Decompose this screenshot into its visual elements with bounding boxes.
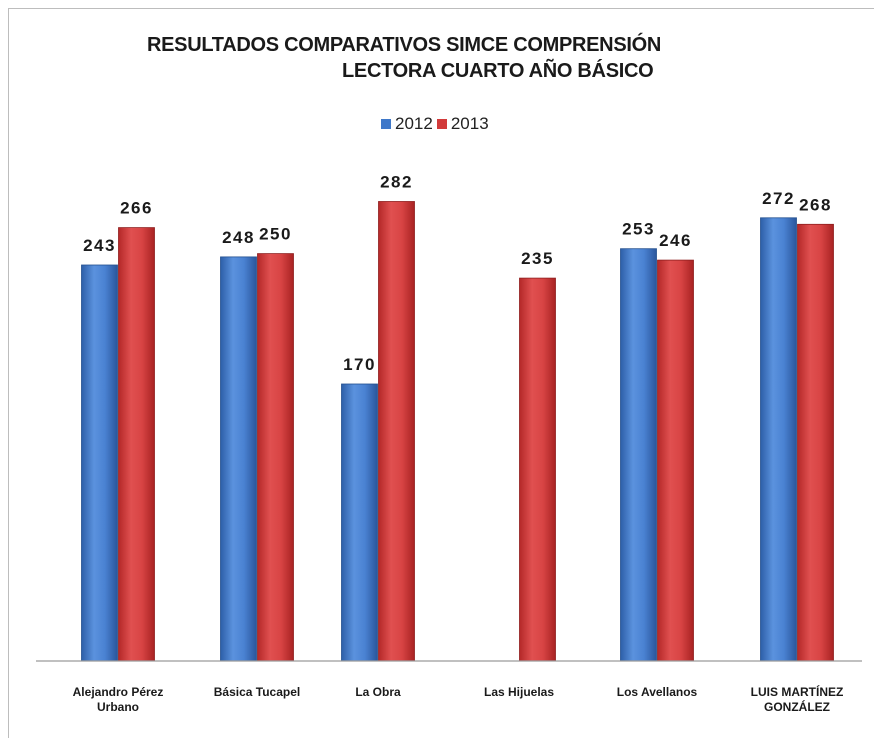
bar-2013-5 [797, 223, 834, 662]
data-label-2012-0: 243 [83, 236, 116, 255]
data-label-2012-2: 170 [343, 355, 376, 374]
category-label-5: LUIS MARTÍNEZ GONZÁLEZ [751, 684, 844, 714]
legend-swatch-2013 [436, 119, 447, 129]
category-label-3: Las Hijuelas [484, 685, 554, 699]
bar-2013-3 [519, 277, 556, 662]
bar-2013-0 [118, 227, 155, 662]
category-label-2-line-0: La Obra [355, 685, 401, 699]
data-label-2012-1: 248 [222, 228, 255, 247]
data-label-2013-3: 235 [521, 249, 554, 268]
category-labels-group: Alejandro Pérez Urbano Básica Tucapel La Ob… [73, 684, 844, 714]
category-label-5-line-0: LUIS MARTÍNEZ [751, 684, 844, 699]
bar-2013-1 [257, 253, 294, 662]
data-labels-group: 243 248 170 253 272 266 250 282 235 246 268 [83, 173, 832, 375]
category-label-1-line-0: Básica Tucapel [214, 685, 300, 699]
bar-2012-5 [760, 217, 797, 662]
category-label-0-line-1: Urbano [97, 700, 139, 714]
category-label-2: La Obra [355, 685, 401, 699]
category-label-3-line-0: Las Hijuelas [484, 685, 554, 699]
bar-2013-2 [378, 201, 415, 662]
legend-label-2012: 2012 [395, 114, 433, 133]
bar-2013-4 [657, 259, 694, 662]
data-label-2012-5: 272 [762, 189, 795, 208]
chart-title-line-2: LECTORA CUARTO AÑO BÁSICO [342, 60, 654, 82]
bar-2012-2 [341, 383, 378, 662]
data-label-2013-0: 266 [120, 199, 153, 218]
category-label-4-line-0: Los Avellanos [617, 685, 698, 699]
legend-entry-2012: 2012 [381, 114, 433, 134]
bars-group [81, 201, 834, 662]
category-label-1: Básica Tucapel [214, 685, 300, 699]
chart-frame [8, 8, 874, 738]
chart-legend: 2012 2013 [381, 114, 493, 134]
category-label-5-line-1: GONZÁLEZ [764, 699, 830, 714]
data-label-2012-4: 253 [622, 220, 655, 239]
bar-2012-1 [220, 256, 257, 662]
data-label-2013-2: 282 [380, 173, 413, 192]
category-label-0: Alejandro Pérez Urbano [73, 685, 164, 714]
category-label-4: Los Avellanos [617, 685, 698, 699]
bar-2012-4 [620, 248, 657, 662]
legend-label-2013: 2013 [450, 114, 489, 133]
data-label-2013-4: 246 [659, 231, 692, 250]
bar-2012-0 [81, 264, 118, 662]
chart-title-line-1: RESULTADOS COMPARATIVOS SIMCE COMPRENSIÓ… [147, 34, 662, 56]
category-label-0-line-0: Alejandro Pérez [73, 685, 164, 699]
legend-swatch-2012 [381, 119, 391, 129]
legend-entry-2013: 2013 [436, 114, 489, 134]
data-label-2013-1: 250 [259, 225, 292, 244]
data-label-2013-5: 268 [799, 195, 832, 214]
